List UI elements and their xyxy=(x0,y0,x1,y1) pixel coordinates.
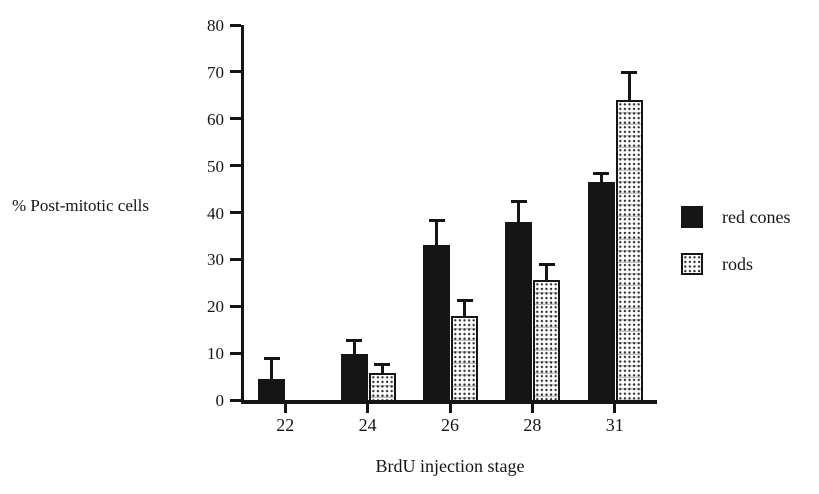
error-bar-rods-stage-26 xyxy=(463,299,466,316)
y-tick-80 xyxy=(230,23,241,27)
legend-item-rods: rods xyxy=(681,252,790,275)
y-tick-0 xyxy=(230,398,241,402)
y-tick-40 xyxy=(230,211,241,214)
bar-red-cones-stage-26 xyxy=(423,245,450,400)
y-tick-label-0: 0 xyxy=(215,391,225,410)
y-tick-10 xyxy=(230,351,241,355)
x-tick-label-22: 22 xyxy=(276,415,295,435)
x-tick-24 xyxy=(366,402,370,413)
error-cap-red-cones-stage-24 xyxy=(346,339,363,342)
error-bar-red-cones-stage-28 xyxy=(517,200,521,222)
error-bar-rods-stage-28 xyxy=(545,264,549,281)
bar-rods-stage-28 xyxy=(533,280,561,400)
y-tick-label-80: 80 xyxy=(207,16,224,35)
error-cap-red-cones-stage-31 xyxy=(593,171,610,175)
bar-rods-stage-26 xyxy=(451,315,478,400)
y-tick-70 xyxy=(230,70,241,74)
y-tick-60 xyxy=(230,117,241,121)
y-axis-line xyxy=(241,25,244,403)
bar-red-cones-stage-31 xyxy=(587,182,615,400)
y-tick-50 xyxy=(230,164,241,168)
error-bar-rods-stage-24 xyxy=(380,363,384,374)
error-bar-rods-stage-31 xyxy=(627,71,631,100)
error-cap-red-cones-stage-22 xyxy=(263,356,280,360)
bar-red-cones-stage-22 xyxy=(258,378,286,400)
error-cap-red-cones-stage-28 xyxy=(510,199,527,203)
y-tick-label-30: 30 xyxy=(207,250,224,270)
y-tick-label-70: 70 xyxy=(207,62,224,82)
legend: red cones rods xyxy=(681,205,790,299)
x-tick-label-26: 26 xyxy=(441,415,459,435)
legend-label-rods: rods xyxy=(722,253,753,274)
error-cap-rods-stage-31 xyxy=(621,70,638,74)
x-tick-22 xyxy=(283,402,287,413)
x-tick-31 xyxy=(613,402,617,413)
y-tick-30 xyxy=(230,257,241,261)
error-bar-red-cones-stage-24 xyxy=(352,340,356,355)
x-tick-26 xyxy=(448,402,452,413)
bar-rods-stage-24 xyxy=(368,373,396,400)
x-tick-28 xyxy=(530,402,534,413)
x-tick-label-28: 28 xyxy=(523,415,542,435)
bar-rods-stage-31 xyxy=(615,100,643,400)
error-cap-red-cones-stage-26 xyxy=(428,218,445,222)
x-tick-label-31: 31 xyxy=(605,415,624,435)
y-tick-label-20: 20 xyxy=(207,297,224,317)
bar-red-cones-stage-28 xyxy=(505,221,533,400)
error-cap-rods-stage-24 xyxy=(374,362,391,366)
error-cap-rods-stage-26 xyxy=(456,298,473,302)
plot-area: 0 10 20 30 40 50 60 70 80 22 24 26 28 31 xyxy=(207,17,657,434)
y-tick-label-40: 40 xyxy=(207,203,224,223)
legend-swatch-rods xyxy=(681,252,703,275)
y-tick-20 xyxy=(230,304,241,308)
error-bar-red-cones-stage-22 xyxy=(270,357,274,379)
y-axis-title: % Post-mitotic cells xyxy=(12,196,149,215)
error-bar-red-cones-stage-31 xyxy=(599,172,603,183)
legend-label-red-cones: red cones xyxy=(722,206,791,227)
bar-red-cones-stage-24 xyxy=(340,354,368,400)
error-cap-rods-stage-28 xyxy=(538,263,555,267)
legend-swatch-red-cones xyxy=(681,205,703,228)
y-tick-label-60: 60 xyxy=(207,109,224,129)
y-tick-label-10: 10 xyxy=(207,344,224,364)
y-tick-label-50: 50 xyxy=(207,156,224,176)
error-bar-red-cones-stage-26 xyxy=(435,219,438,246)
x-tick-label-24: 24 xyxy=(358,415,377,435)
x-axis-title: BrdU injection stage xyxy=(375,456,525,476)
legend-item-red-cones: red cones xyxy=(681,205,790,228)
